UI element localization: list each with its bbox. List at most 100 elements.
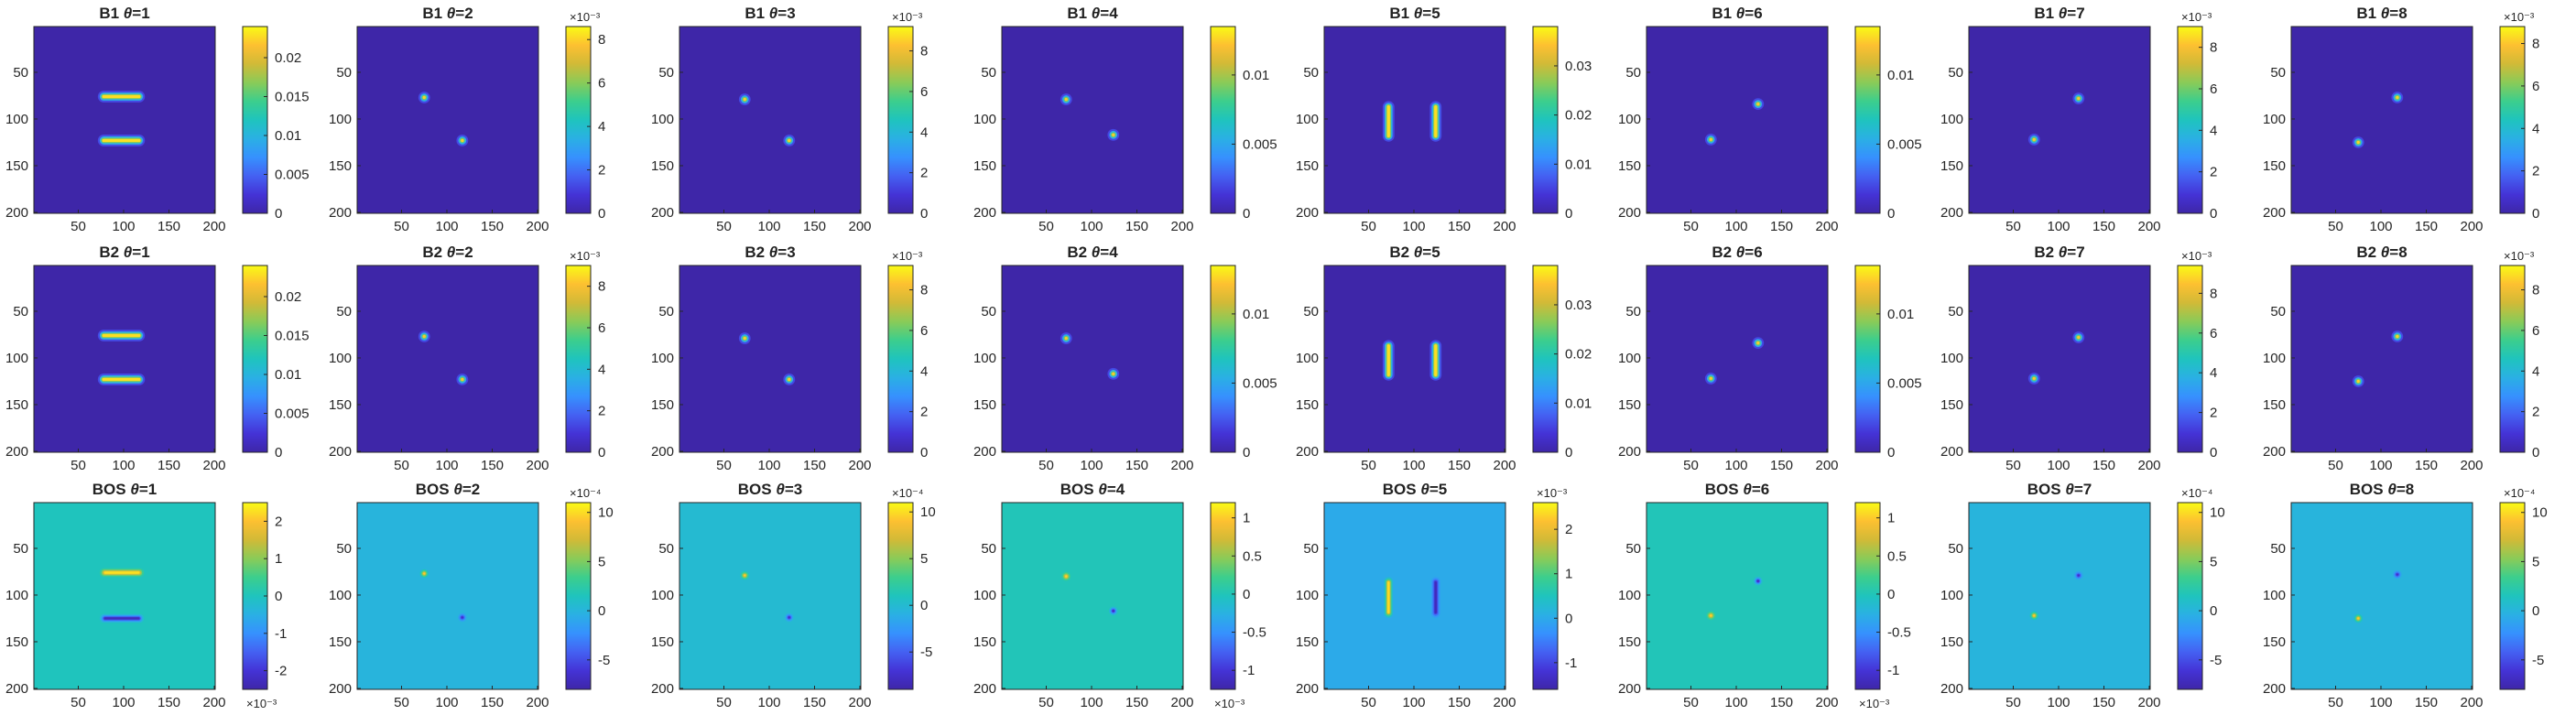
x-tick-label: 50 [71,458,86,473]
panel-title: BOS θ=8 [2350,481,2414,498]
panel-title: B1 θ=4 [1067,5,1118,22]
heatmap-panel: BOS θ=4 50 100 150 200 50 100 150 200 -1 -0.5 0 0.5 1… [973,481,1266,710]
y-tick-label: 50 [336,65,352,81]
x-tick-label: 50 [1361,458,1376,473]
axes-frame [679,502,862,690]
colorbar-tick-label: 6 [920,84,928,100]
y-tick-label: 150 [1940,634,1963,650]
colorbar-tick-label: 1 [1887,511,1895,526]
colorbar-tick-label: 10 [920,504,936,520]
y-tick-label: 100 [329,351,352,366]
heatmap-background [1969,265,2150,452]
y-tick-label: 150 [5,634,28,650]
colorbar [887,502,914,690]
heatmap-spot [461,377,464,382]
y-tick-label: 100 [1618,588,1641,603]
heatmap-background [679,265,861,452]
colorbar-tick-label: 2 [1565,522,1572,537]
colorbar-tick-label: 8 [2210,40,2217,56]
y-tick-label: 150 [1940,158,1963,174]
panel-title: B1 θ=3 [745,5,795,22]
y-tick-label: 200 [1296,444,1319,460]
axes-frame [356,265,539,453]
y-tick-label: 200 [329,205,352,221]
heatmap-panel: BOS θ=7 50 100 150 200 50 100 150 200 -5 0 5 10 ×10⁻⁴ [1940,481,2225,710]
x-tick-label: 100 [435,219,458,234]
y-tick-label: 100 [651,351,674,366]
colorbar-tick-label: 0.005 [275,406,310,422]
y-tick-label: 200 [1618,205,1641,221]
colorbar-tick-label: 4 [598,119,605,135]
heatmap-spot [102,138,141,143]
heatmap-spot [1434,344,1438,376]
x-tick-label: 200 [848,695,871,710]
x-tick-label: 200 [1493,458,1516,473]
heatmap-background [1002,503,1183,689]
panel-title: BOS θ=4 [1060,481,1125,498]
colorbar-tick-label: 0.01 [1243,68,1269,83]
x-tick-label: 100 [435,458,458,473]
y-tick-label: 150 [651,634,674,650]
y-tick-label: 200 [1940,444,1963,460]
y-tick-label: 200 [651,205,674,221]
axes-frame [1323,502,1506,690]
heatmap-panel: B2 θ=4 50 100 150 200 50 100 150 200 0 0.005 0.01 [973,244,1277,473]
axes-frame [356,502,539,690]
x-tick-label: 50 [716,695,732,710]
axes-frame [679,26,862,214]
panel-title: B1 θ=8 [2356,5,2407,22]
heatmap-spot [1386,105,1390,137]
colorbar [887,26,914,214]
heatmap-background [679,503,861,689]
colorbar-tick-label: 0 [2532,445,2539,460]
y-tick-label: 150 [1296,158,1319,174]
colorbar-tick-label: 0 [1565,611,1572,626]
colorbar-tick-label: -1 [275,626,287,642]
x-tick-label: 200 [202,695,225,710]
x-tick-label: 150 [1125,458,1148,473]
y-tick-label: 50 [2270,65,2286,81]
heatmap-background [2291,27,2473,213]
heatmap-spot [2032,376,2036,381]
panel-title: B2 θ=4 [1067,244,1118,261]
y-tick-label: 50 [336,304,352,320]
y-tick-label: 200 [5,444,28,460]
colorbar [1210,26,1236,214]
heatmap-spot [2396,573,2399,576]
x-tick-label: 50 [716,219,732,234]
y-tick-label: 150 [1296,397,1319,413]
y-tick-label: 150 [1618,158,1641,174]
x-tick-label: 150 [2415,219,2438,234]
heatmap-panel: BOS θ=1 50 100 150 200 50 100 150 200 -2 -1 0 1 2 ×10⁻… [5,481,287,710]
heatmap-spot [422,334,426,339]
heatmap-background [1647,27,1828,213]
x-tick-label: 200 [848,219,871,234]
heatmap-panel: B2 θ=6 50 100 150 200 50 100 150 200 0 0.005 0.01 [1618,244,1922,473]
heatmap-panel: BOS θ=6 50 100 150 200 50 100 150 200 -1 -0.5 0 0.5 1… [1618,481,1911,710]
colorbar-tick-label: 0 [275,206,282,222]
colorbar-tick-label: 0.03 [1565,59,1592,74]
axes-frame [1968,26,2151,214]
colorbar-exponent: ×10⁻⁴ [570,486,602,500]
heatmap-spot [788,138,791,143]
colorbar-tick-label: 0 [920,445,928,460]
x-tick-label: 100 [435,695,458,710]
x-tick-label: 100 [2369,695,2392,710]
panel-title: B1 θ=1 [99,5,149,22]
colorbar-exponent: ×10⁻³ [1214,697,1245,710]
y-tick-label: 150 [1618,634,1641,650]
heatmap-spot [1112,372,1115,375]
y-tick-label: 200 [973,681,996,697]
y-tick-label: 150 [1296,634,1319,650]
y-tick-label: 100 [2263,351,2286,366]
colorbar-tick-label: 0.015 [275,90,310,105]
x-tick-label: 100 [1402,458,1425,473]
heatmap-panel: B2 θ=5 50 100 150 200 50 100 150 200 0 0.01 0.02 0.0… [1296,244,1592,473]
x-tick-label: 200 [1170,458,1193,473]
heatmap-panel: B2 θ=3 50 100 150 200 50 100 150 200 0 2 4 6 8 ×10⁻³ [651,244,928,473]
heatmap-background [34,265,215,452]
colorbar [1532,265,1559,453]
axes-frame [2290,502,2473,690]
colorbar-tick-label: 2 [275,514,282,529]
